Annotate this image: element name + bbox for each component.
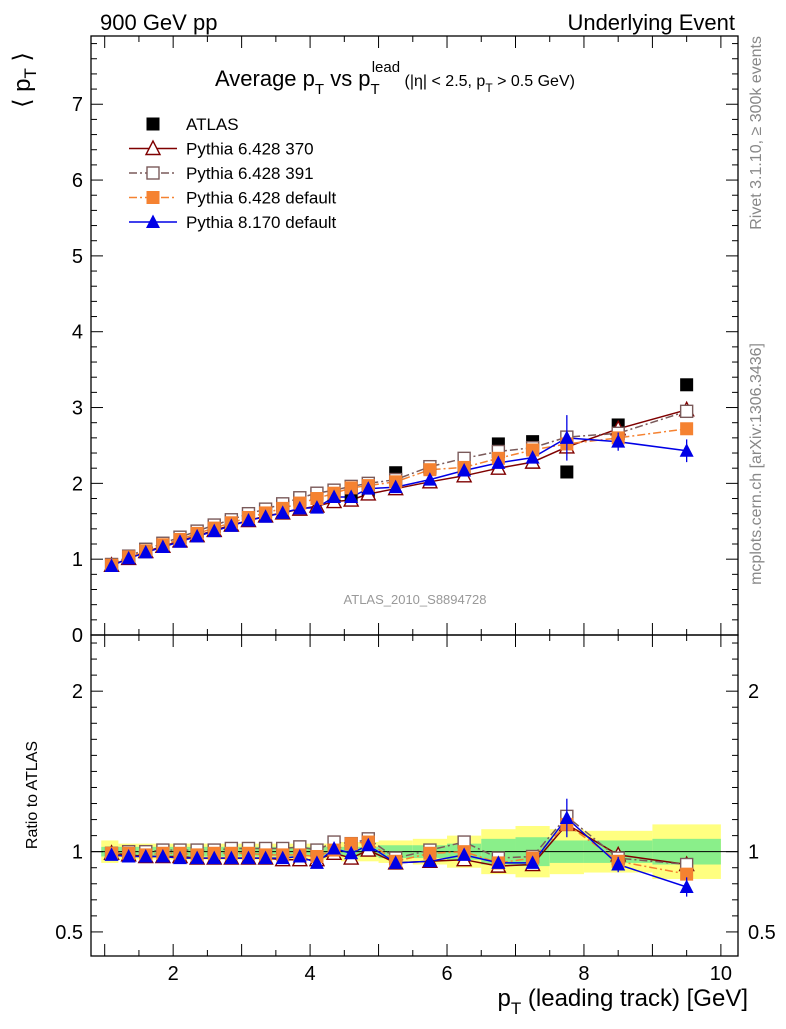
main-point-p8def [173,534,188,548]
main-point-p8def [190,528,205,543]
legend-marker-atlas [146,117,160,131]
main-point-p8def [491,455,506,469]
main-point-p6def [344,481,358,495]
ratio-point-p6def [423,846,437,860]
ratio-y-tick-label: 2 [72,681,83,703]
main-point-p8def [344,489,359,504]
main-y-tick-label: 7 [72,94,83,116]
main-point-p8def [525,450,540,464]
mcplots-reference-label: mcplots.cern.ch [arXiv:1306.3436] [748,343,765,585]
ratio-y-tick-label-right: 2 [748,681,759,703]
ratio-point-p8def [344,845,359,860]
ratio-plot-frame [90,634,739,957]
main-point-p8def [457,462,472,477]
main-line-p6def [111,428,687,566]
ratio-y-tick-label: 0.5 [55,922,83,944]
ratio-point-p6def [680,867,694,881]
main-point-p8def [275,505,290,519]
ratio-point-p8def [121,848,136,863]
main-point-p6def [526,443,540,457]
main-point-p8def [292,500,307,515]
main-point-p8def [309,500,324,514]
main-point-p8def [241,513,256,527]
ratio-point-p8def [224,850,239,865]
main-y-tick-label: 5 [72,246,83,268]
legend: ATLAS Pythia 6.428 370 Pythia 6.428 391 Pyt… [129,115,337,232]
main-point-p8def [104,558,119,573]
legend-marker-p6def [146,191,160,204]
header-right: Underlying Event [567,10,735,35]
legend-marker-p391 [146,166,160,180]
main-point-p6def [310,492,324,506]
legend-marker-p370 [144,139,162,156]
x-tick-label: 8 [578,963,589,985]
ratio-point-p8def [491,855,506,869]
main-y-tick-label: 4 [72,322,83,344]
ratio-point-p8def [309,855,324,869]
data-series [103,378,695,897]
legend-label-p8def: Pythia 8.170 default [186,213,337,232]
ratio-y-tick-label-right: 1 [748,842,759,864]
ratio-point-p8def [361,837,376,852]
main-line-p8def [111,437,687,567]
x-tick-label: 10 [710,963,732,985]
ratio-point-p8def [104,847,119,861]
main-y-tick-label: 2 [72,473,83,495]
legend-label-atlas: ATLAS [186,115,239,134]
ratio-point-p8def [457,847,472,861]
legend-marker-p8def [146,214,160,228]
x-tick-label: 6 [441,963,452,985]
legend-label-p370: Pythia 6.428 370 [186,140,314,159]
ratio-point-p8def [422,853,437,868]
ratio-point-p8def [258,850,273,865]
main-point-p8def [422,472,437,486]
main-point-p8def [361,481,376,495]
main-y-tick-label: 0 [72,625,83,647]
main-point-p6def [423,463,437,477]
ratio-y-tick-label-right: 0.5 [748,922,776,944]
ratio-y-axis-label: Ratio to ATLAS [24,741,41,849]
main-point-p8def [258,509,273,523]
ratio-point-p6def [344,837,358,851]
main-point-atlas [560,465,574,479]
ratio-point-p8def [190,850,205,865]
ratio-point-p8def [292,848,307,863]
ratio-point-p8def [327,840,342,855]
main-point-p6def [680,422,694,436]
axes-frames: 2 4 6 8 10 0 1 2 3 4 5 6 7 0.5 0.5 1 1 2 2 [55,35,776,985]
ratio-point-p8def [155,848,170,863]
main-point-p8def [138,544,153,559]
main-point-p8def [207,523,222,538]
legend-label-p6def: Pythia 6.428 default [186,189,337,208]
x-tick-label: 4 [305,963,316,985]
main-point-p8def [155,539,170,554]
main-point-p8def [121,550,136,565]
main-point-p8def [224,518,239,532]
ratio-point-p8def [275,850,290,865]
ratio-point-p8def [138,848,153,863]
main-y-tick-label: 3 [72,398,83,420]
ratio-point-p8def [173,850,188,865]
ratio-y-tick-label: 1 [72,842,83,864]
x-axis-label: pT (leading track) [GeV] [497,985,748,1018]
main-point-p391 [679,404,694,419]
rivet-version-label: Rivet 3.1.10, ≥ 300k events [748,36,765,230]
ratio-point-p8def [525,855,540,869]
header-left: 900 GeV pp [100,10,217,35]
analysis-tag: ATLAS_2010_S8894728 [344,592,487,607]
ratio-point-p8def [207,850,222,865]
main-y-tick-label: 1 [72,549,83,571]
main-point-p8def [388,479,403,494]
x-tick-label: 2 [168,963,179,985]
main-point-p8def [327,489,342,504]
main-y-axis-label: ⟨ pT ⟩ [9,52,40,108]
ratio-point-p8def [241,850,256,865]
main-chart-title: Average pT vs pTlead (|η| < 2.5, pT > 0.… [215,59,575,98]
legend-label-p391: Pythia 6.428 391 [186,164,314,183]
main-point-atlas [680,378,694,392]
ratio-point-p8def [388,855,403,869]
main-y-tick-label: 6 [72,170,83,192]
